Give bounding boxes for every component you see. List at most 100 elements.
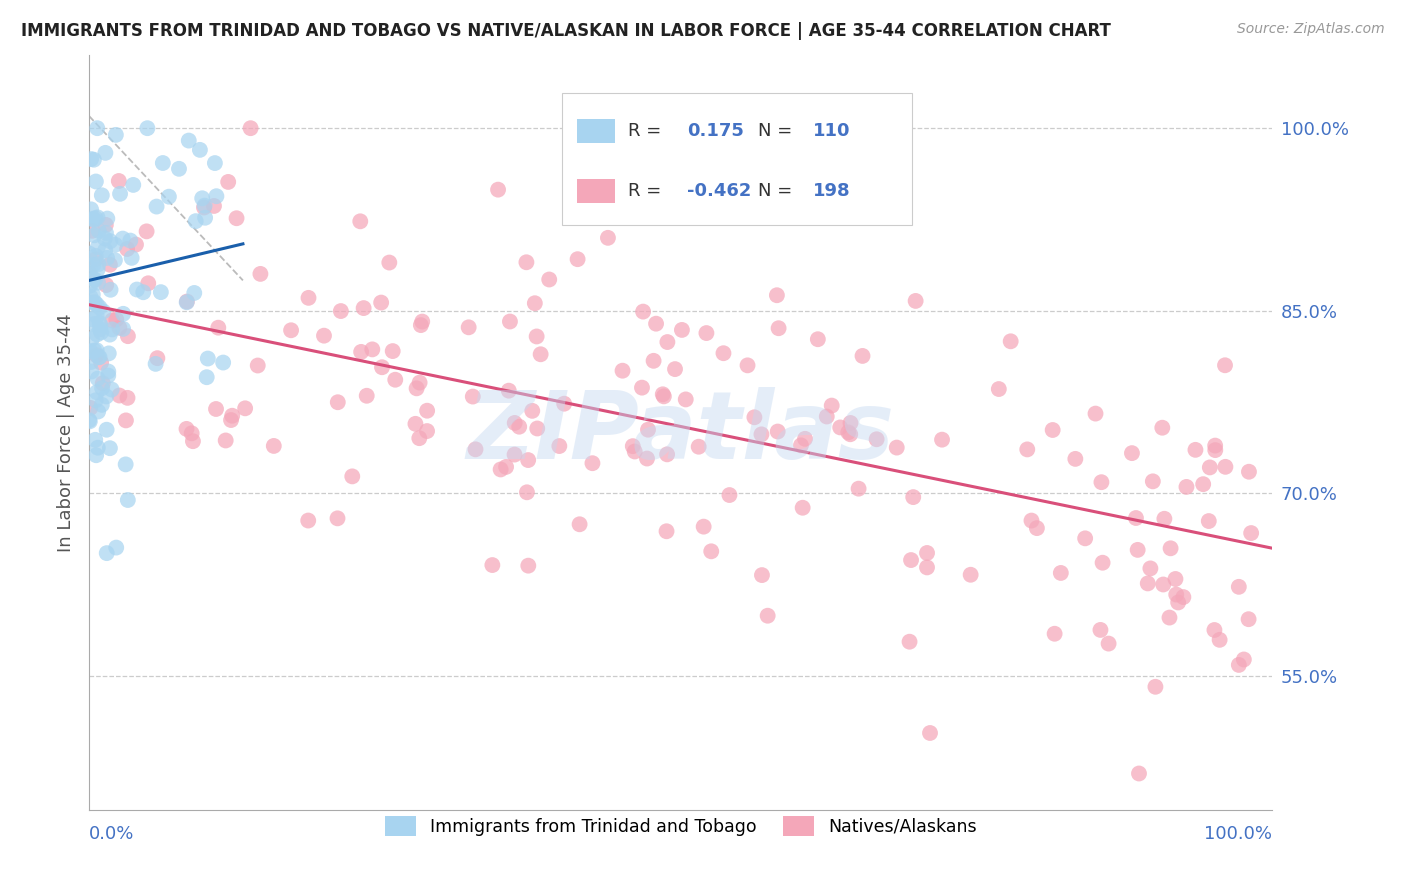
Point bbox=[1090, 475, 1112, 490]
Point bbox=[86, 385, 108, 400]
Point bbox=[215, 434, 238, 448]
Point bbox=[263, 439, 285, 453]
Point bbox=[486, 183, 509, 197]
Point bbox=[381, 344, 404, 359]
Point bbox=[204, 156, 226, 170]
Point bbox=[94, 145, 117, 160]
Point bbox=[700, 544, 723, 558]
Text: 198: 198 bbox=[813, 182, 851, 200]
Point bbox=[108, 388, 131, 402]
Point bbox=[1142, 475, 1164, 489]
Point bbox=[82, 287, 104, 301]
Point bbox=[1017, 442, 1039, 457]
Point bbox=[645, 317, 668, 331]
Point bbox=[1050, 566, 1073, 580]
Point bbox=[931, 433, 953, 447]
Point bbox=[371, 360, 394, 375]
Point bbox=[326, 511, 349, 525]
Point bbox=[94, 231, 117, 245]
Point bbox=[737, 359, 759, 373]
Point bbox=[384, 373, 406, 387]
Point bbox=[125, 283, 148, 297]
Point bbox=[900, 553, 922, 567]
Point bbox=[115, 242, 138, 256]
Point bbox=[675, 392, 697, 407]
Point bbox=[1136, 576, 1159, 591]
Point bbox=[94, 243, 117, 257]
Text: N =: N = bbox=[758, 121, 797, 140]
Point bbox=[191, 191, 214, 205]
Point bbox=[100, 383, 122, 397]
Point bbox=[637, 423, 659, 437]
Point bbox=[297, 514, 319, 528]
Point bbox=[188, 143, 211, 157]
Point bbox=[101, 322, 124, 336]
Point bbox=[212, 355, 235, 369]
Point bbox=[195, 370, 218, 384]
Point bbox=[848, 482, 870, 496]
Text: R =: R = bbox=[627, 121, 666, 140]
Point bbox=[1204, 623, 1226, 637]
Point bbox=[96, 423, 118, 437]
Point bbox=[1167, 595, 1189, 609]
Point bbox=[79, 278, 101, 293]
Point bbox=[416, 424, 439, 438]
Point bbox=[664, 362, 686, 376]
Point bbox=[865, 432, 887, 446]
Point bbox=[115, 413, 138, 427]
Point bbox=[1091, 556, 1114, 570]
Point bbox=[125, 237, 148, 252]
Point bbox=[84, 252, 107, 267]
Point bbox=[86, 309, 108, 323]
Point bbox=[96, 546, 118, 560]
Text: 0.0%: 0.0% bbox=[89, 824, 135, 843]
Point bbox=[86, 327, 108, 342]
Point bbox=[249, 267, 271, 281]
Text: -0.462: -0.462 bbox=[686, 182, 751, 200]
Point bbox=[904, 293, 927, 308]
Point bbox=[83, 317, 105, 331]
Point bbox=[538, 272, 561, 286]
Point bbox=[83, 343, 105, 358]
Point bbox=[1198, 460, 1220, 475]
Point bbox=[1084, 407, 1107, 421]
Point bbox=[180, 426, 202, 441]
Point bbox=[82, 211, 104, 226]
Point bbox=[98, 327, 121, 342]
Point bbox=[89, 318, 111, 333]
Point bbox=[79, 267, 101, 281]
Point bbox=[98, 234, 121, 248]
Point bbox=[915, 560, 938, 574]
Point bbox=[768, 321, 790, 335]
Point bbox=[83, 272, 105, 286]
Point bbox=[96, 251, 118, 265]
Point bbox=[146, 351, 169, 366]
Point bbox=[655, 524, 678, 539]
Point bbox=[80, 332, 103, 346]
Point bbox=[84, 174, 107, 188]
Point bbox=[671, 323, 693, 337]
Point bbox=[312, 328, 335, 343]
Point bbox=[553, 397, 575, 411]
Point bbox=[378, 255, 401, 269]
Point bbox=[481, 558, 503, 572]
Point bbox=[409, 318, 432, 332]
Point bbox=[176, 294, 198, 309]
Point bbox=[1215, 459, 1237, 474]
Point bbox=[1042, 423, 1064, 437]
Point bbox=[177, 134, 200, 148]
Point bbox=[297, 291, 319, 305]
Point bbox=[136, 277, 159, 291]
Point bbox=[517, 453, 540, 467]
Point bbox=[114, 458, 136, 472]
Point bbox=[523, 296, 546, 310]
Point bbox=[90, 356, 112, 370]
Point bbox=[83, 295, 105, 310]
Point bbox=[87, 350, 110, 364]
Point bbox=[193, 201, 215, 215]
Point bbox=[1184, 442, 1206, 457]
Point bbox=[79, 344, 101, 359]
Point bbox=[643, 353, 665, 368]
Point bbox=[79, 401, 101, 415]
Point bbox=[1025, 521, 1047, 535]
